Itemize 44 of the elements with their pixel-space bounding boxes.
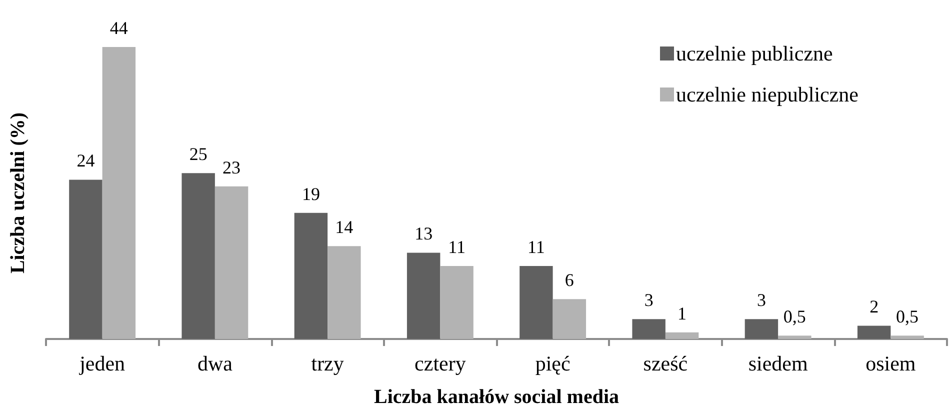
y-axis-title: Liczba uczelni (%) [7, 112, 29, 274]
x-tick-label: cztery [414, 352, 466, 376]
bar [440, 266, 474, 339]
x-tick-label: trzy [311, 352, 344, 376]
bar [665, 332, 699, 339]
x-tick-label: dwa [197, 352, 234, 376]
x-tick-label: osiem [866, 352, 916, 376]
legend-label: uczelnie publiczne [676, 42, 833, 66]
data-label: 0,5 [783, 306, 806, 327]
bar [520, 266, 553, 339]
data-label: 1 [678, 303, 687, 324]
bar [294, 212, 328, 339]
data-label: 0,5 [896, 306, 919, 327]
legend-label: uczelnie niepubliczne [676, 82, 858, 106]
bar [182, 173, 215, 339]
data-label: 24 [76, 150, 95, 171]
bar [778, 336, 812, 339]
data-label: 6 [564, 270, 574, 290]
x-tick-label: pięć [535, 352, 570, 376]
bar [406, 252, 440, 339]
data-label: 2 [870, 296, 879, 317]
bar [214, 186, 248, 339]
data-label: 11 [448, 237, 466, 257]
data-label: 11 [528, 237, 545, 257]
data-label: 25 [189, 144, 208, 164]
bar [102, 47, 136, 339]
data-label: 3 [756, 290, 766, 310]
bar [857, 326, 891, 339]
x-tick-label: sześć [643, 352, 688, 376]
x-tick-label: jeden [78, 352, 126, 376]
bar [890, 336, 924, 339]
data-label: 23 [222, 157, 241, 178]
x-tick-label: siedem [748, 352, 808, 376]
data-label: 13 [414, 224, 433, 244]
data-label: 14 [335, 217, 354, 238]
bar [69, 180, 102, 339]
data-label: 19 [302, 184, 320, 204]
data-label: 44 [110, 18, 128, 38]
bar [328, 246, 361, 339]
bar [744, 319, 778, 339]
bar [552, 299, 586, 339]
x-axis-title: Liczba kanałów social media [374, 386, 620, 408]
data-label: 3 [644, 290, 654, 310]
bar [632, 319, 666, 339]
